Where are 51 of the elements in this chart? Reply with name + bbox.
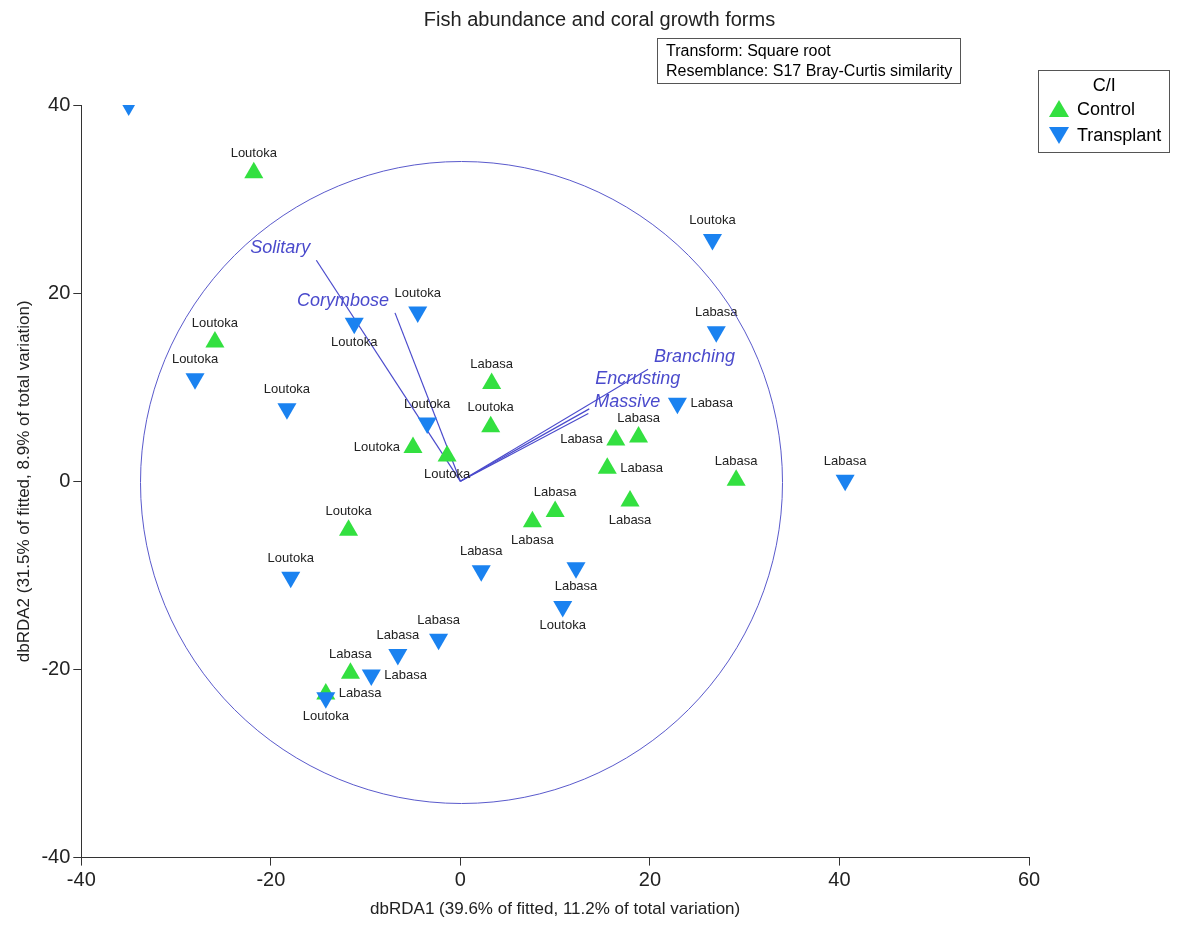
x-tick-label: -40 [66, 868, 96, 891]
annotation: Labasa [617, 409, 661, 425]
annotation: Labasa [554, 578, 599, 594]
annotation: Labasa [376, 626, 420, 642]
x-tick-label: 0 [454, 868, 466, 891]
annotation: Loutoka [191, 314, 239, 330]
y-tick-label: 0 [59, 468, 71, 491]
x-tick-label: 20 [638, 868, 662, 891]
annotation: Labasa [511, 532, 555, 548]
y-axis-title: dbRDA2 (31.5% of fitted, 8.9% of total variation) [13, 300, 33, 663]
annotation: Loutoka [302, 708, 350, 724]
annotation: Labasa [459, 543, 504, 559]
annotation: Loutoka [325, 502, 373, 518]
x-tick-label: -20 [256, 868, 286, 891]
annotation: Labasa [694, 304, 739, 320]
legend-label: Transplant [1077, 124, 1162, 147]
annotation: Labasa [417, 611, 461, 627]
annotation: Labasa [533, 483, 578, 499]
annotation: Labasa [690, 394, 734, 410]
annotation: Labasa [714, 452, 759, 468]
series-label: Massive [594, 390, 661, 411]
annotation: Loutoka [267, 549, 315, 565]
annotation: Labasa [470, 356, 514, 372]
annotation: Loutoka [394, 284, 442, 300]
series-label: Solitary [250, 237, 312, 258]
chart-title: Fish abundance and coral growth forms [422, 8, 777, 31]
annotation: Loutoka [539, 617, 587, 632]
y-tick-label: -20 [41, 656, 71, 679]
text: Transform: Square root Resemblance: S17 Bray-Curtis similarity [657, 38, 962, 84]
legend-title: C/I [1091, 75, 1117, 96]
annotation: Labasa [338, 685, 383, 701]
x-axis-title: dbRDA1 (39.6% of fitted, 11.2% of total variation) [370, 899, 741, 919]
annotation: Labasa [384, 666, 428, 682]
series-label: Branching [654, 346, 736, 367]
y-tick-label: -40 [41, 845, 71, 868]
legend-label: Control [1077, 98, 1136, 121]
annotation: Labasa [608, 511, 653, 527]
annotation: Labasa [620, 459, 664, 475]
annotation: Loutoka [230, 145, 278, 161]
y-tick-label: 20 [48, 280, 71, 303]
annotation: Labasa [329, 645, 373, 661]
annotation: Labasa [823, 452, 868, 468]
annotation: Loutoka [467, 399, 515, 415]
x-tick-label: 40 [828, 868, 851, 891]
x-tick-label: 60 [1017, 868, 1041, 891]
annotation: Loutoka [689, 212, 737, 228]
y-tick-label: 40 [48, 92, 71, 115]
annotation: Loutoka [263, 381, 311, 397]
annotation: Loutoka [171, 351, 219, 367]
annotation: Loutoka [353, 439, 401, 455]
annotation: Labasa [560, 431, 604, 447]
